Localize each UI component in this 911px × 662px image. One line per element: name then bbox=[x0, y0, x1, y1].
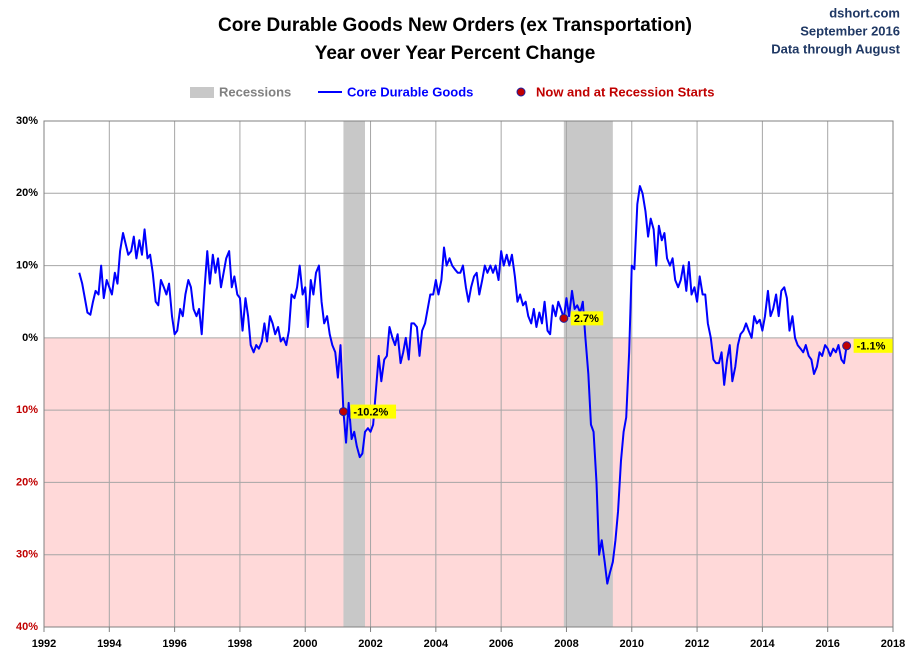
x-tick-label: 2016 bbox=[815, 638, 839, 650]
x-tick-label: 2002 bbox=[358, 638, 382, 650]
x-tick-label: 1994 bbox=[97, 638, 122, 650]
date-note: September 2016 bbox=[800, 23, 900, 38]
y-tick-label: 20% bbox=[16, 187, 38, 199]
legend-label: Core Durable Goods bbox=[347, 84, 473, 99]
y-tick-label: 20% bbox=[16, 476, 38, 488]
legend-label: Recessions bbox=[219, 84, 291, 99]
value-label: -10.2% bbox=[353, 406, 388, 418]
x-tick-label: 2008 bbox=[554, 638, 578, 650]
value-label-bg bbox=[853, 338, 893, 353]
marker bbox=[842, 341, 852, 351]
legend-swatch bbox=[190, 87, 214, 98]
value-label-bg bbox=[350, 404, 397, 419]
y-tick-label: 40% bbox=[16, 621, 38, 633]
recession bbox=[343, 121, 365, 627]
value-label: 2.7% bbox=[574, 313, 599, 325]
data-note: Data through August bbox=[771, 41, 900, 56]
x-tick-label: 1998 bbox=[228, 638, 252, 650]
marker bbox=[338, 407, 348, 417]
legend-swatch bbox=[516, 87, 526, 97]
data-line bbox=[78, 185, 848, 585]
y-tick-label: 30% bbox=[16, 115, 38, 127]
marker bbox=[559, 313, 569, 323]
x-tick-label: 2010 bbox=[620, 638, 644, 650]
legend-label: Now and at Recession Starts bbox=[536, 84, 714, 99]
y-tick-label: 10% bbox=[16, 259, 38, 271]
x-tick-label: 2006 bbox=[489, 638, 513, 650]
y-tick-label: 30% bbox=[16, 549, 38, 561]
value-label: -1.1% bbox=[857, 341, 886, 353]
chart-title: Core Durable Goods New Orders (ex Transp… bbox=[218, 15, 692, 36]
x-tick-label: 2000 bbox=[293, 638, 317, 650]
x-tick-label: 2018 bbox=[881, 638, 905, 650]
y-tick-label: 0% bbox=[22, 332, 38, 344]
chart-subtitle: Year over Year Percent Change bbox=[315, 43, 596, 64]
x-tick-label: 2012 bbox=[685, 638, 709, 650]
value-label-bg bbox=[570, 311, 604, 326]
source: dshort.com bbox=[829, 5, 900, 20]
x-tick-label: 2004 bbox=[424, 638, 449, 650]
x-tick-label: 1996 bbox=[162, 638, 186, 650]
x-tick-label: 1992 bbox=[32, 638, 56, 650]
x-tick-label: 2014 bbox=[750, 638, 775, 650]
plot-border bbox=[43, 120, 894, 628]
y-tick-label: 10% bbox=[16, 404, 38, 416]
